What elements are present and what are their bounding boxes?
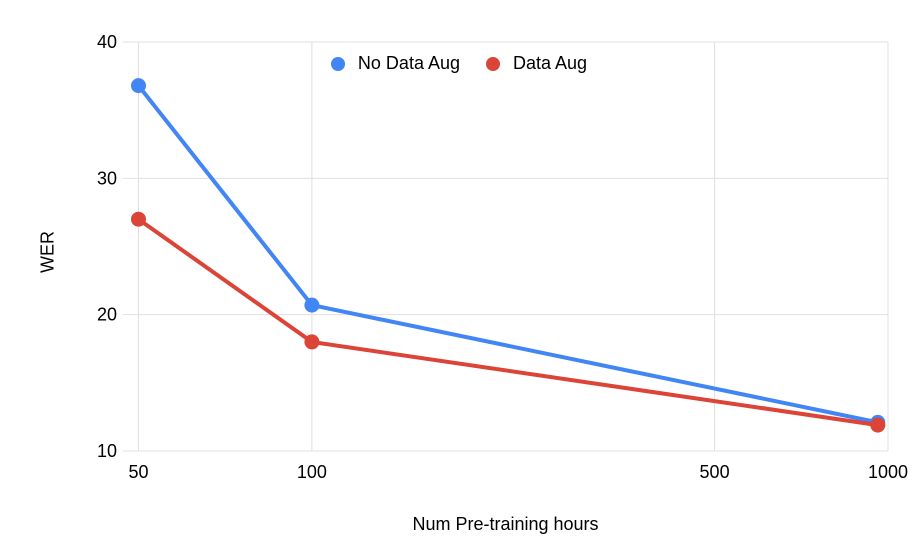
legend-item-no-data-aug[interactable]: No Data Aug bbox=[330, 53, 460, 74]
y-tick-label: 40 bbox=[97, 32, 117, 52]
x-tick-label: 1000 bbox=[868, 462, 908, 482]
data-point bbox=[304, 297, 320, 313]
data-point bbox=[130, 78, 146, 94]
data-point bbox=[130, 211, 146, 227]
y-tick-label: 20 bbox=[97, 305, 117, 325]
y-axis-title: WER bbox=[37, 231, 58, 273]
legend-label-no-data-aug: No Data Aug bbox=[357, 53, 460, 73]
x-tick-label: 50 bbox=[128, 462, 148, 482]
legend-marker-no-data-aug-icon bbox=[330, 56, 345, 71]
legend-label-data-aug: Data Aug bbox=[513, 53, 588, 73]
legend-marker-data-aug-icon bbox=[486, 56, 500, 71]
y-tick-label: 30 bbox=[97, 168, 117, 188]
x-tick-label: 500 bbox=[700, 462, 730, 482]
legend-item-data-aug[interactable]: Data Aug bbox=[486, 53, 587, 74]
data-point bbox=[304, 334, 320, 350]
y-tick-label: 10 bbox=[97, 441, 117, 461]
chart-legend: No Data Aug Data Aug bbox=[0, 53, 918, 74]
x-tick-label: 100 bbox=[297, 462, 327, 482]
series-line bbox=[136, 217, 880, 428]
data-point bbox=[870, 417, 886, 433]
x-axis-title: Num Pre-training hours bbox=[412, 514, 599, 534]
